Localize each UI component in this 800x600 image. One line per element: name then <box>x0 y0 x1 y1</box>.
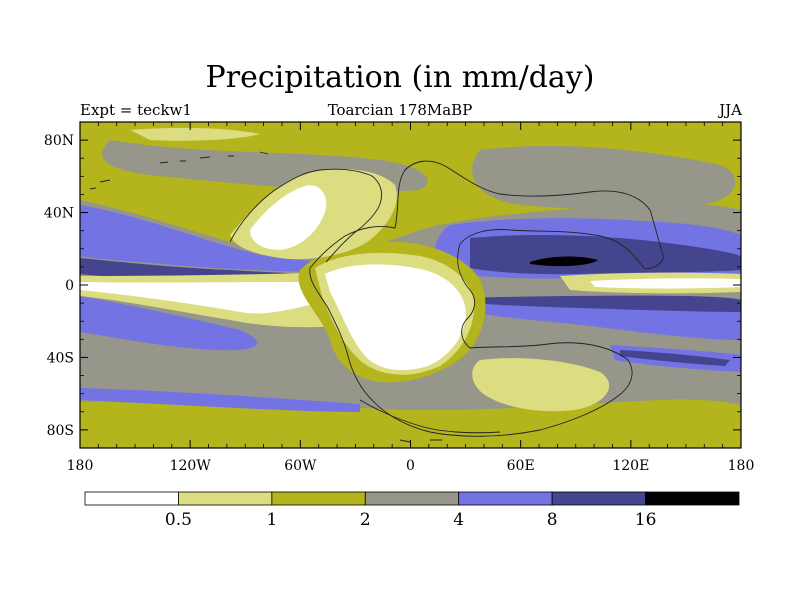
colorbar: 0.5 1 2 4 8 16 <box>84 491 740 530</box>
y-axis: 80N 40N 0 40S 80S <box>44 133 741 439</box>
colorbar-label: 1 <box>266 510 277 530</box>
coastline-southern <box>359 399 501 443</box>
experiment-label: Expt = teckw1 <box>80 101 192 119</box>
band-white-equator <box>80 282 350 314</box>
band-blue-southern-ocean <box>80 388 360 412</box>
coastline-north <box>229 168 383 263</box>
coastline-arctic-1 <box>89 151 269 190</box>
colorbar-swatch <box>645 491 740 506</box>
colorbar-swatch <box>364 491 460 506</box>
coastline <box>309 160 665 437</box>
band-lightyellow-south-continent <box>472 358 610 412</box>
x-axis: 180 120W 60W 0 60E 120E 180 <box>67 122 755 474</box>
band-white-north-america <box>250 185 327 250</box>
colorbar-swatch <box>271 491 366 506</box>
x-tick-label: 120W <box>170 458 212 474</box>
band-white-east-equator <box>590 278 741 289</box>
plot-area <box>80 122 741 448</box>
colorbar-swatch <box>551 491 646 506</box>
colorbar-swatch <box>458 491 553 506</box>
y-tick-label: 40N <box>44 206 74 222</box>
band-gray-ne-patch <box>472 145 736 210</box>
x-tick-label: 60E <box>507 458 535 474</box>
band-blue-northern-tropics <box>80 205 345 272</box>
x-tick-label: 180 <box>67 458 94 474</box>
x-tick-label: 0 <box>406 458 415 474</box>
chart-subtitle: Toarcian 178MaBP <box>327 101 473 119</box>
x-tick-label: 60W <box>284 458 317 474</box>
band-black-max <box>530 256 598 267</box>
colorbar-swatch <box>84 491 179 506</box>
y-tick-label: 40S <box>47 350 74 366</box>
band-blue-south-pacific <box>80 296 257 351</box>
band-lightyellow-arctic <box>130 127 260 141</box>
y-tick-label: 80S <box>47 423 74 439</box>
colorbar-label: 8 <box>547 510 558 530</box>
x-tick-label: 120E <box>612 458 649 474</box>
colorbar-label: 4 <box>453 510 464 530</box>
season-label: JJA <box>719 101 742 119</box>
colorbar-swatch <box>178 491 273 506</box>
colorbar-label: 16 <box>635 510 657 530</box>
band-white-continent <box>325 264 466 371</box>
x-tick-label: 180 <box>728 458 755 474</box>
colorbar-label: 2 <box>360 510 371 530</box>
chart-title: Precipitation (in mm/day) <box>205 60 595 95</box>
y-tick-label: 80N <box>44 133 74 149</box>
band-navy-south-east-2 <box>620 350 730 366</box>
y-tick-label: 0 <box>65 278 74 294</box>
colorbar-label: 0.5 <box>165 510 192 530</box>
band-navy-south-east <box>460 295 741 312</box>
